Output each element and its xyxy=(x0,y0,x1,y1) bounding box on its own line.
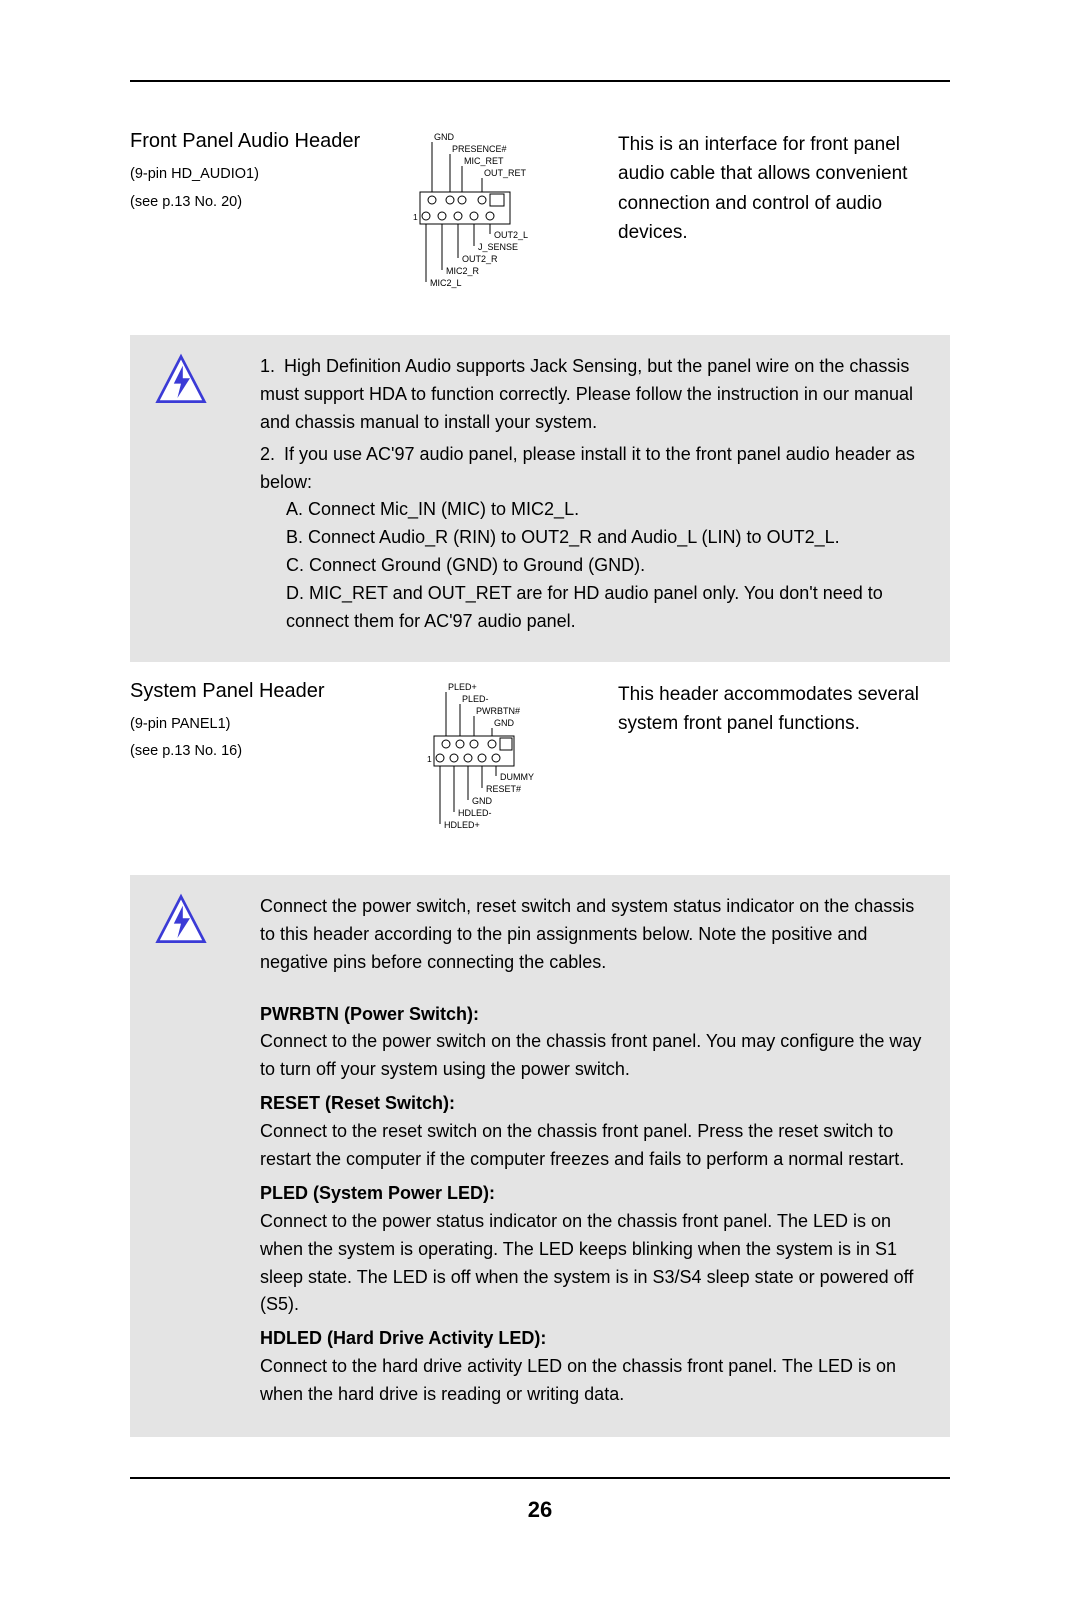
section-system-panel: System Panel Header (9-pin PANEL1) (see … xyxy=(130,680,950,845)
def-pwrbtn-body: Connect to the power switch on the chass… xyxy=(260,1028,926,1084)
def-pled-title: PLED (System Power LED): xyxy=(260,1180,926,1208)
lbl-mic2l: MIC2_L xyxy=(430,278,462,288)
lbl-pledm: PLED- xyxy=(462,694,489,704)
section1-left: Front Panel Audio Header (9-pin HD_AUDIO… xyxy=(130,130,390,216)
lbl-reset: RESET# xyxy=(486,784,521,794)
lightning-icon xyxy=(154,353,244,640)
lbl-micret: MIC_RET xyxy=(464,156,504,166)
lbl-dummy: DUMMY xyxy=(500,772,534,782)
pin1-marker-2: 1 xyxy=(427,754,432,764)
section2-left: System Panel Header (9-pin PANEL1) (see … xyxy=(130,680,390,766)
note-box-2: Connect the power switch, reset switch a… xyxy=(130,875,950,1437)
lbl-presence: PRESENCE# xyxy=(452,144,507,154)
lbl-hdledm: HDLED- xyxy=(458,808,492,818)
note2-intro: Connect the power switch, reset switch a… xyxy=(260,893,926,977)
def-hdled-body: Connect to the hard drive activity LED o… xyxy=(260,1353,926,1409)
pin1-marker: 1 xyxy=(413,212,418,222)
note-box-1: 1.High Definition Audio supports Jack Se… xyxy=(130,335,950,662)
section1-desc: This is an interface for front panel aud… xyxy=(618,130,950,248)
section-front-panel-audio: Front Panel Audio Header (9-pin HD_AUDIO… xyxy=(130,130,950,305)
note1-item2: 2.If you use AC'97 audio panel, please i… xyxy=(260,441,926,636)
section1-sub2: (see p.13 No. 20) xyxy=(130,189,390,217)
note2-content: Connect the power switch, reset switch a… xyxy=(260,893,926,1415)
lbl-pledp: PLED+ xyxy=(448,682,477,692)
page-number: 26 xyxy=(130,1497,950,1523)
lbl-mic2r: MIC2_R xyxy=(446,266,480,276)
lbl-out2l: OUT2_L xyxy=(494,230,528,240)
audio-header-diagram: GND PRESENCE# MIC_RET OUT_RET xyxy=(404,130,604,305)
section1-title: Front Panel Audio Header xyxy=(130,130,390,153)
def-reset-title: RESET (Reset Switch): xyxy=(260,1090,926,1118)
top-rule xyxy=(130,80,950,82)
def-hdled-title: HDLED (Hard Drive Activity LED): xyxy=(260,1325,926,1353)
section1-sub1: (9-pin HD_AUDIO1) xyxy=(130,161,390,189)
bottom-rule xyxy=(130,1477,950,1479)
lightning-icon xyxy=(154,893,244,1415)
lbl-hdledp: HDLED+ xyxy=(444,820,480,830)
note1-sub-d: D. MIC_RET and OUT_RET are for HD audio … xyxy=(260,580,926,636)
def-pwrbtn-title: PWRBTN (Power Switch): xyxy=(260,1001,926,1029)
note1-sub-a: A. Connect Mic_IN (MIC) to MIC2_L. xyxy=(260,496,926,524)
section2-sub1: (9-pin PANEL1) xyxy=(130,711,390,739)
lbl-gnd3: GND xyxy=(472,796,493,806)
section2-sub2: (see p.13 No. 16) xyxy=(130,738,390,766)
lbl-out2r: OUT2_R xyxy=(462,254,498,264)
def-reset-body: Connect to the reset switch on the chass… xyxy=(260,1118,926,1174)
def-pled-body: Connect to the power status indicator on… xyxy=(260,1208,926,1320)
note1-content: 1.High Definition Audio supports Jack Se… xyxy=(260,353,926,640)
lbl-outret: OUT_RET xyxy=(484,168,527,178)
section2-title: System Panel Header xyxy=(130,680,390,703)
system-panel-diagram: PLED+ PLED- PWRBTN# GND xyxy=(404,680,604,845)
lbl-pwrbtn: PWRBTN# xyxy=(476,706,520,716)
lbl-gnd2: GND xyxy=(494,718,515,728)
lbl-gnd: GND xyxy=(434,132,455,142)
section2-desc: This header accommodates several system … xyxy=(618,680,950,739)
note1-sub-b: B. Connect Audio_R (RIN) to OUT2_R and A… xyxy=(260,524,926,552)
lbl-jsense: J_SENSE xyxy=(478,242,518,252)
note1-sub-c: C. Connect Ground (GND) to Ground (GND). xyxy=(260,552,926,580)
note1-item1: 1.High Definition Audio supports Jack Se… xyxy=(260,353,926,437)
